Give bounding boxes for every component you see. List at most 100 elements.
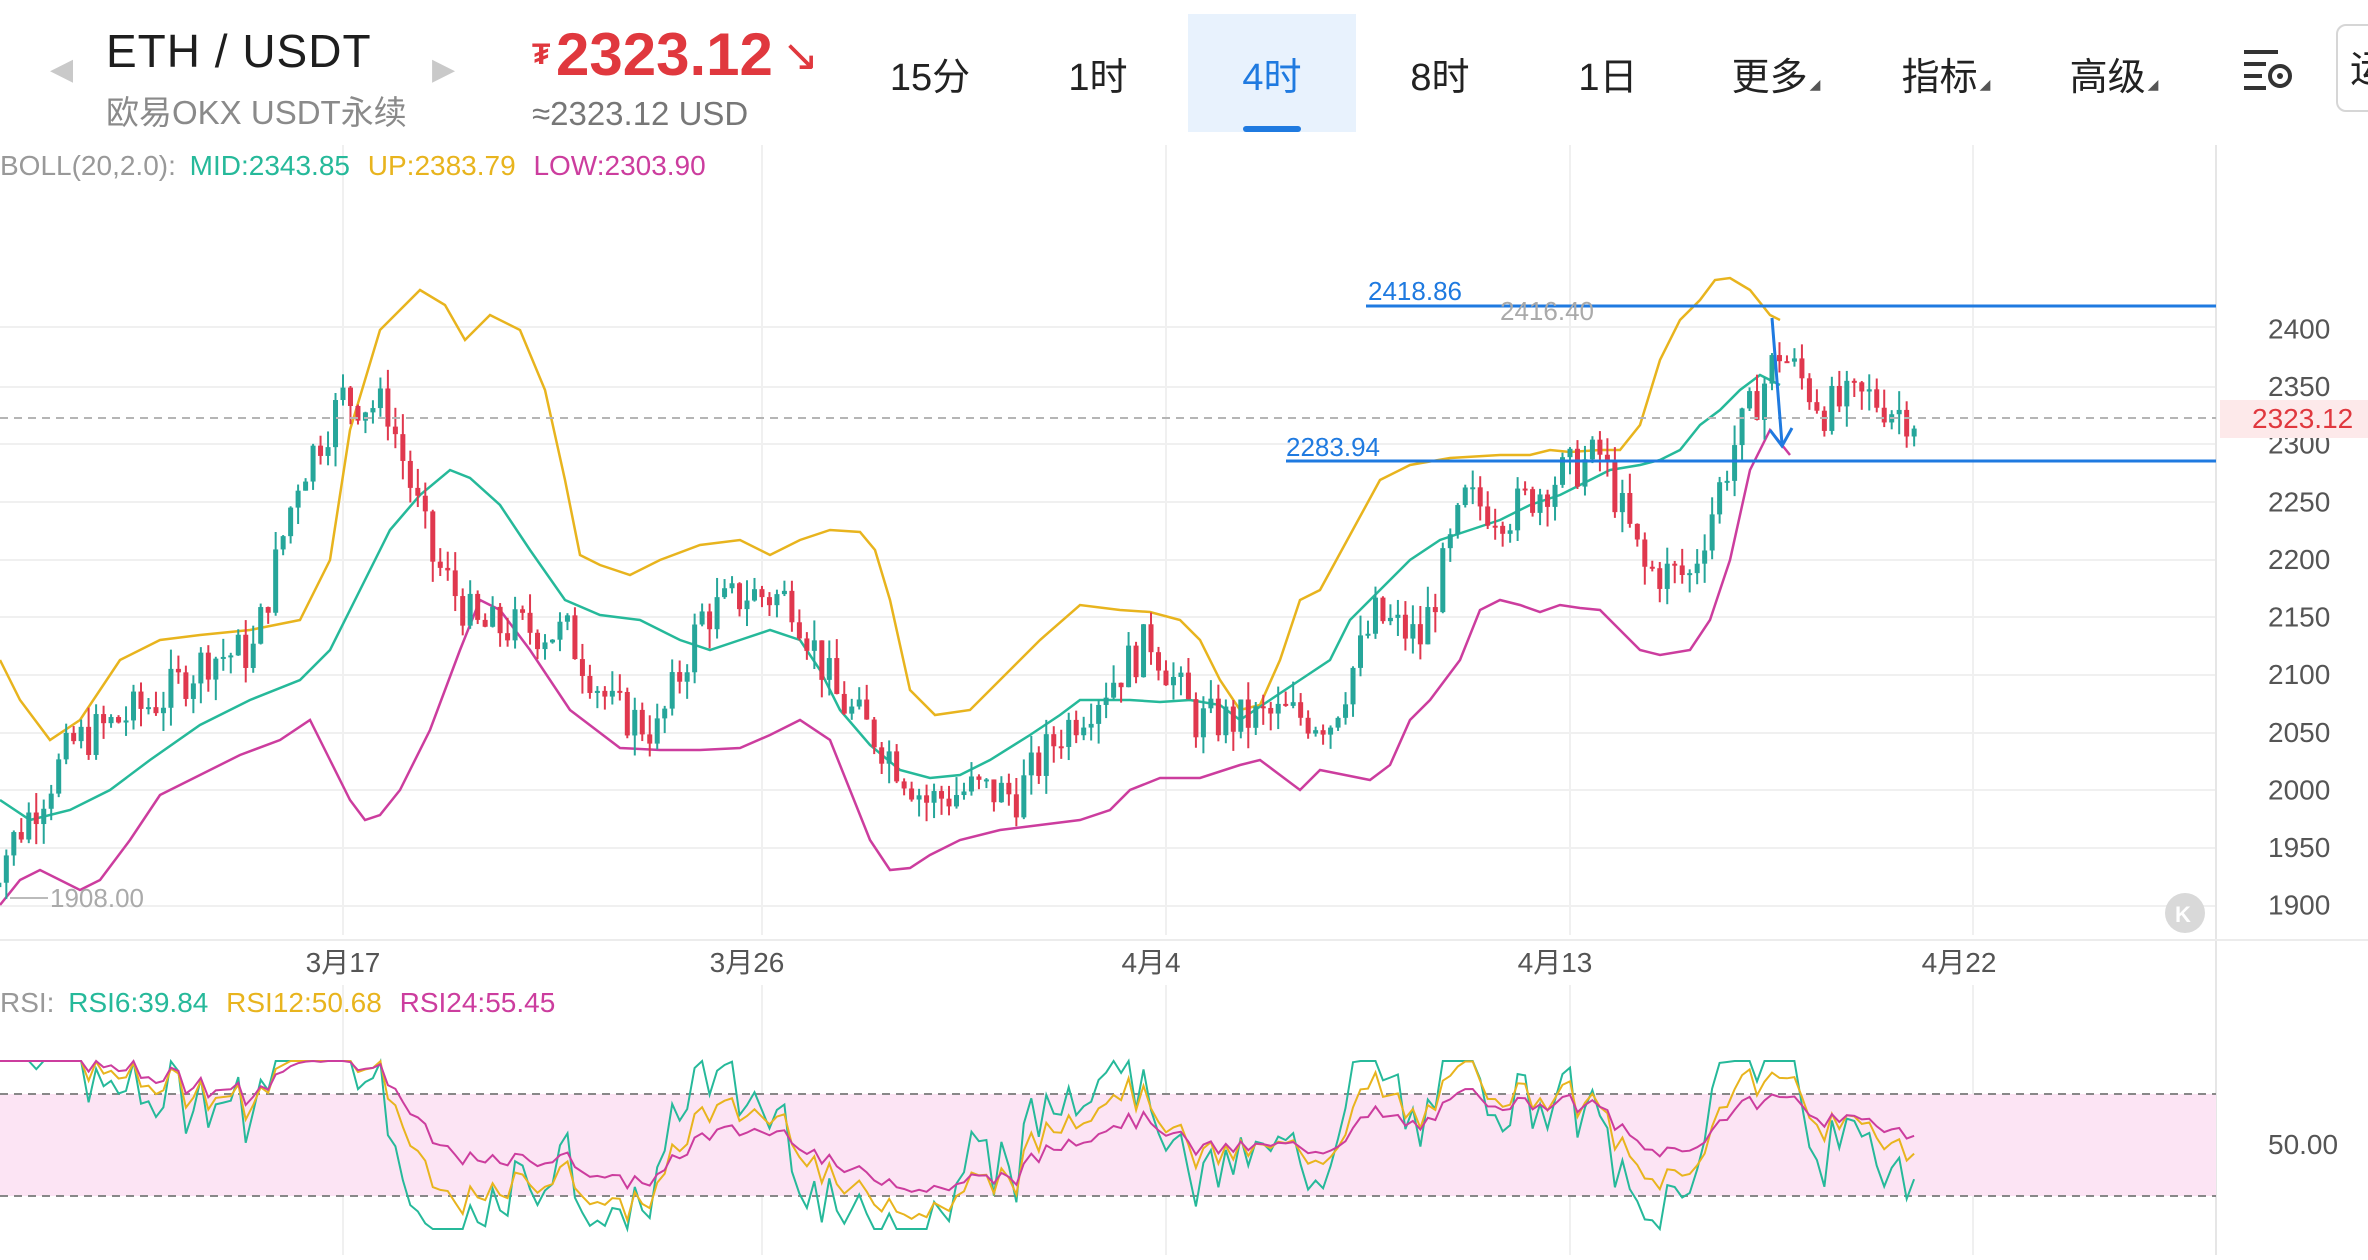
candle-body (1462, 487, 1468, 506)
candle-body (228, 655, 234, 658)
edge-button[interactable]: 运 (2336, 24, 2368, 112)
rsi24-line (0, 1059, 1915, 1193)
y-tick-label: 2350 (2268, 371, 2330, 402)
candle-body (437, 561, 443, 568)
tab-6[interactable]: 指标 ◢ (1862, 14, 2030, 132)
candle-body (18, 832, 24, 840)
chevron-right-icon[interactable]: ▶ (432, 53, 456, 86)
tab-label: 指标 (1901, 56, 1978, 99)
boll-legend: BOLL(20,2.0): MID:2343.85 UP:2383.79 LOW… (0, 150, 706, 181)
rsi6-value: RSI6:39.84 (68, 987, 208, 1018)
candle-body (318, 445, 324, 456)
candle-body (1500, 525, 1506, 534)
candle-body (333, 400, 339, 448)
price-axis: 2400235023002250220021502100205020001950… (2268, 313, 2330, 920)
candle-body (826, 658, 832, 680)
candle-body (175, 668, 181, 673)
candle-body (1537, 494, 1543, 513)
candle-body (535, 632, 541, 650)
candle-body (1836, 385, 1842, 407)
candle-body (1051, 734, 1057, 747)
candle-body (3, 855, 9, 883)
candle-body (983, 779, 989, 782)
candle-body (138, 691, 144, 709)
candle-body (1799, 358, 1805, 379)
candle-body (1230, 706, 1236, 732)
tab-0[interactable]: 15分 (846, 14, 1014, 132)
support-label: 2283.94 (1286, 432, 1380, 462)
candle-body (1193, 699, 1199, 738)
candle-body (512, 609, 518, 641)
candle-body (699, 611, 705, 625)
candle-body (101, 714, 107, 724)
candle-body (422, 495, 428, 512)
candle-body (1574, 448, 1580, 487)
candle-body (766, 597, 772, 606)
candle-body (1208, 698, 1214, 709)
boll-up: UP:2383.79 (368, 150, 516, 181)
candle-body (1776, 355, 1782, 362)
candle-body (1260, 706, 1266, 709)
tab-5[interactable]: 更多 ◢ (1692, 14, 1860, 132)
candle-body (1013, 794, 1019, 818)
candle-body (1560, 457, 1566, 485)
y-tick-label: 2200 (2268, 544, 2330, 575)
candle-body (1328, 727, 1334, 735)
candle-body (340, 387, 346, 401)
candle-body (811, 640, 817, 651)
candle-body (557, 621, 563, 640)
candle-body (1485, 506, 1491, 526)
candle-body (1313, 730, 1319, 734)
price-chart[interactable]: BOLL(20,2.0): MID:2343.85 UP:2383.79 LOW… (0, 140, 2368, 1260)
boll-lower-line (0, 427, 1791, 906)
tab-3[interactable]: 8时 (1356, 14, 1524, 132)
candle-body (1148, 624, 1154, 653)
candle-body (737, 583, 743, 610)
candle-body (265, 607, 271, 613)
collapse-icon[interactable]: K (2165, 893, 2205, 933)
resistance-label: 2418.86 (1368, 276, 1462, 306)
candle-body (1455, 505, 1461, 535)
candle-body (924, 795, 930, 803)
y-tick-label: 2250 (2268, 486, 2330, 517)
tab-7[interactable]: 高级 ◢ (2030, 14, 2198, 132)
candle-body (953, 795, 959, 807)
candle-body (243, 634, 249, 668)
candle-body (355, 405, 361, 421)
candle-body (856, 699, 862, 707)
chart-settings-icon[interactable] (2240, 44, 2296, 97)
candle-body (1552, 484, 1558, 507)
candle-body (991, 779, 997, 803)
tab-1[interactable]: 1时 (1014, 14, 1182, 132)
candle-body (1844, 380, 1850, 407)
candle-body (894, 751, 900, 782)
candle-body (1417, 624, 1423, 645)
candle-body (1702, 550, 1708, 564)
candle-body (1649, 566, 1655, 569)
tab-2[interactable]: 4时 (1188, 14, 1356, 132)
candle-body (572, 615, 578, 660)
low-marker-label: 1908.00 (50, 883, 144, 913)
candle-body (1006, 782, 1012, 795)
candle-body (1432, 607, 1438, 613)
candle-body (1238, 699, 1244, 732)
tab-4[interactable]: 1日 (1524, 14, 1692, 132)
chevron-left-icon[interactable]: ◀ (50, 53, 74, 86)
candle-body (467, 593, 473, 626)
candle-body (1021, 775, 1027, 818)
pair-title[interactable]: ETH / USDT (106, 25, 372, 77)
candle-body (108, 717, 114, 724)
candle-body (1612, 462, 1618, 513)
candle-body (1762, 383, 1768, 420)
candle-body (1515, 488, 1521, 531)
candle-body (1185, 672, 1191, 700)
candle-body (834, 658, 840, 694)
down-arrow-drawing[interactable] (1768, 317, 1794, 449)
candle-body (729, 583, 735, 589)
candle-body (864, 699, 870, 720)
candle-body (1178, 672, 1184, 677)
candle-body (549, 639, 555, 643)
candle-body (497, 606, 503, 634)
candle-body (1896, 409, 1902, 415)
grid-lines (0, 145, 2216, 1255)
